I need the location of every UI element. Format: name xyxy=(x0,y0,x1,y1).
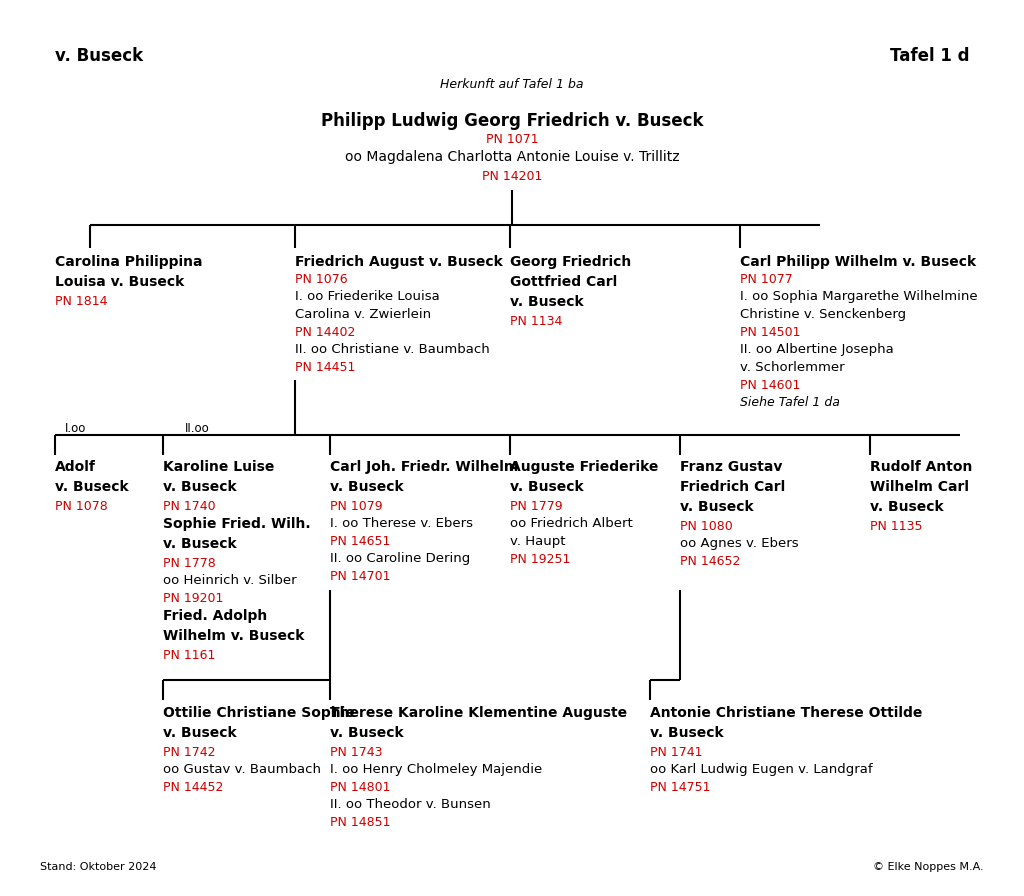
Text: v. Buseck: v. Buseck xyxy=(510,480,584,494)
Text: II. oo Caroline Dering: II. oo Caroline Dering xyxy=(330,552,470,565)
Text: Philipp Ludwig Georg Friedrich v. Buseck: Philipp Ludwig Georg Friedrich v. Buseck xyxy=(321,112,703,130)
Text: Tafel 1 d: Tafel 1 d xyxy=(891,47,970,65)
Text: oo Gustav v. Baumbach: oo Gustav v. Baumbach xyxy=(163,763,321,776)
Text: Carolina v. Zwierlein: Carolina v. Zwierlein xyxy=(295,308,431,321)
Text: Louisa v. Buseck: Louisa v. Buseck xyxy=(55,275,184,289)
Text: PN 1743: PN 1743 xyxy=(330,746,383,759)
Text: PN 1778: PN 1778 xyxy=(163,557,216,570)
Text: v. Haupt: v. Haupt xyxy=(510,535,565,548)
Text: Georg Friedrich: Georg Friedrich xyxy=(510,255,631,269)
Text: PN 14701: PN 14701 xyxy=(330,570,390,583)
Text: PN 1077: PN 1077 xyxy=(740,273,793,286)
Text: v. Buseck: v. Buseck xyxy=(163,537,237,551)
Text: II. oo Albertine Josepha: II. oo Albertine Josepha xyxy=(740,343,894,356)
Text: I.oo: I.oo xyxy=(65,422,86,435)
Text: PN 1741: PN 1741 xyxy=(650,746,702,759)
Text: Gottfried Carl: Gottfried Carl xyxy=(510,275,617,289)
Text: II.oo: II.oo xyxy=(185,422,210,435)
Text: v. Buseck: v. Buseck xyxy=(163,726,237,740)
Text: PN 1779: PN 1779 xyxy=(510,500,562,513)
Text: oo Agnes v. Ebers: oo Agnes v. Ebers xyxy=(680,537,799,550)
Text: oo Heinrich v. Silber: oo Heinrich v. Silber xyxy=(163,574,297,587)
Text: PN 14651: PN 14651 xyxy=(330,535,390,548)
Text: II. oo Theodor v. Bunsen: II. oo Theodor v. Bunsen xyxy=(330,798,490,811)
Text: PN 1080: PN 1080 xyxy=(680,520,733,533)
Text: Antonie Christiane Therese Ottilde: Antonie Christiane Therese Ottilde xyxy=(650,706,923,720)
Text: I. oo Friederike Louisa: I. oo Friederike Louisa xyxy=(295,290,439,303)
Text: v. Buseck: v. Buseck xyxy=(870,500,944,514)
Text: PN 1161: PN 1161 xyxy=(163,649,215,662)
Text: PN 1742: PN 1742 xyxy=(163,746,215,759)
Text: Auguste Friederike: Auguste Friederike xyxy=(510,460,658,474)
Text: Friedrich Carl: Friedrich Carl xyxy=(680,480,785,494)
Text: Wilhelm Carl: Wilhelm Carl xyxy=(870,480,969,494)
Text: PN 14501: PN 14501 xyxy=(740,326,801,339)
Text: v. Buseck: v. Buseck xyxy=(510,295,584,309)
Text: I. oo Sophia Margarethe Wilhelmine: I. oo Sophia Margarethe Wilhelmine xyxy=(740,290,978,303)
Text: PN 1135: PN 1135 xyxy=(870,520,923,533)
Text: Herkunft auf Tafel 1 ba: Herkunft auf Tafel 1 ba xyxy=(440,78,584,91)
Text: Therese Karoline Klementine Auguste: Therese Karoline Klementine Auguste xyxy=(330,706,627,720)
Text: PN 14851: PN 14851 xyxy=(330,816,390,829)
Text: PN 14451: PN 14451 xyxy=(295,361,355,374)
Text: Carl Joh. Friedr. Wilhelm: Carl Joh. Friedr. Wilhelm xyxy=(330,460,518,474)
Text: Adolf: Adolf xyxy=(55,460,96,474)
Text: I. oo Therese v. Ebers: I. oo Therese v. Ebers xyxy=(330,517,473,530)
Text: Karoline Luise: Karoline Luise xyxy=(163,460,274,474)
Text: v. Buseck: v. Buseck xyxy=(330,726,403,740)
Text: v. Buseck: v. Buseck xyxy=(650,726,724,740)
Text: Carolina Philippina: Carolina Philippina xyxy=(55,255,203,269)
Text: PN 1814: PN 1814 xyxy=(55,295,108,308)
Text: v. Buseck: v. Buseck xyxy=(163,480,237,494)
Text: PN 14201: PN 14201 xyxy=(482,170,542,183)
Text: II. oo Christiane v. Baumbach: II. oo Christiane v. Baumbach xyxy=(295,343,489,356)
Text: oo Magdalena Charlotta Antonie Louise v. Trillitz: oo Magdalena Charlotta Antonie Louise v.… xyxy=(345,150,679,164)
Text: Siehe Tafel 1 da: Siehe Tafel 1 da xyxy=(740,396,840,409)
Text: Carl Philipp Wilhelm v. Buseck: Carl Philipp Wilhelm v. Buseck xyxy=(740,255,976,269)
Text: PN 1740: PN 1740 xyxy=(163,500,216,513)
Text: I. oo Henry Cholmeley Majendie: I. oo Henry Cholmeley Majendie xyxy=(330,763,543,776)
Text: Franz Gustav: Franz Gustav xyxy=(680,460,782,474)
Text: PN 14652: PN 14652 xyxy=(680,555,740,568)
Text: Sophie Fried. Wilh.: Sophie Fried. Wilh. xyxy=(163,517,310,531)
Text: v. Buseck: v. Buseck xyxy=(330,480,403,494)
Text: PN 14402: PN 14402 xyxy=(295,326,355,339)
Text: oo Friedrich Albert: oo Friedrich Albert xyxy=(510,517,633,530)
Text: Rudolf Anton: Rudolf Anton xyxy=(870,460,973,474)
Text: PN 19201: PN 19201 xyxy=(163,592,223,605)
Text: PN 14601: PN 14601 xyxy=(740,379,801,392)
Text: PN 19251: PN 19251 xyxy=(510,553,570,566)
Text: Fried. Adolph: Fried. Adolph xyxy=(163,609,267,623)
Text: PN 1071: PN 1071 xyxy=(485,133,539,146)
Text: Stand: Oktober 2024: Stand: Oktober 2024 xyxy=(40,862,157,872)
Text: PN 1076: PN 1076 xyxy=(295,273,347,286)
Text: PN 1079: PN 1079 xyxy=(330,500,383,513)
Text: PN 1078: PN 1078 xyxy=(55,500,108,513)
Text: v. Buseck: v. Buseck xyxy=(55,47,143,65)
Text: Friedrich August v. Buseck: Friedrich August v. Buseck xyxy=(295,255,503,269)
Text: Ottilie Christiane Sophie: Ottilie Christiane Sophie xyxy=(163,706,354,720)
Text: Christine v. Senckenberg: Christine v. Senckenberg xyxy=(740,308,906,321)
Text: © Elke Noppes M.A.: © Elke Noppes M.A. xyxy=(873,862,984,872)
Text: PN 1134: PN 1134 xyxy=(510,315,562,328)
Text: v. Schorlemmer: v. Schorlemmer xyxy=(740,361,845,374)
Text: PN 14751: PN 14751 xyxy=(650,781,711,794)
Text: PN 14452: PN 14452 xyxy=(163,781,223,794)
Text: Wilhelm v. Buseck: Wilhelm v. Buseck xyxy=(163,629,304,643)
Text: oo Karl Ludwig Eugen v. Landgraf: oo Karl Ludwig Eugen v. Landgraf xyxy=(650,763,872,776)
Text: v. Buseck: v. Buseck xyxy=(55,480,129,494)
Text: v. Buseck: v. Buseck xyxy=(680,500,754,514)
Text: PN 14801: PN 14801 xyxy=(330,781,390,794)
